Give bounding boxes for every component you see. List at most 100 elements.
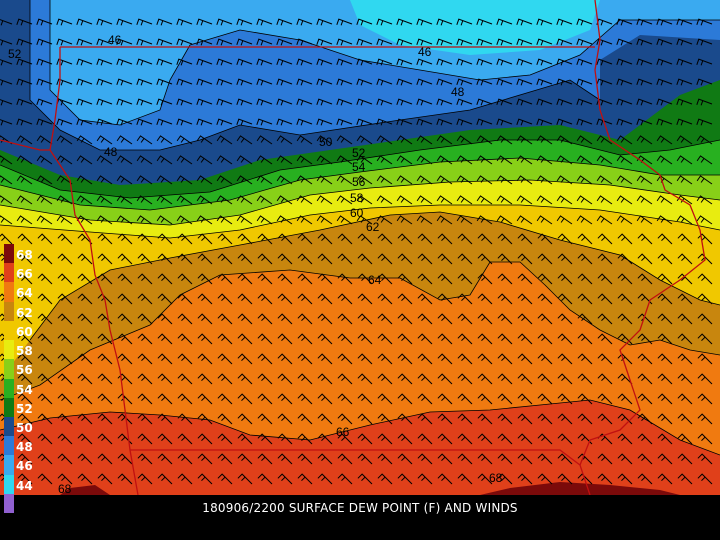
wind-barb bbox=[157, 453, 173, 465]
wind-barb bbox=[277, 293, 293, 305]
wind-barb bbox=[576, 78, 593, 86]
wind-barb bbox=[357, 253, 373, 265]
wind-barb bbox=[337, 393, 353, 405]
wind-barb bbox=[157, 253, 173, 265]
wind-barb bbox=[397, 333, 413, 345]
wind-barb bbox=[536, 38, 553, 46]
wind-barb bbox=[16, 155, 33, 165]
wind-barb bbox=[616, 215, 633, 225]
wind-barb bbox=[677, 393, 693, 405]
wind-barb bbox=[656, 195, 673, 205]
wind-barb bbox=[196, 175, 213, 185]
wind-barb bbox=[697, 393, 713, 405]
contour-label: 64 bbox=[368, 273, 382, 287]
wind-barb bbox=[177, 473, 193, 485]
wind-barb bbox=[17, 473, 33, 485]
wind-barb bbox=[396, 175, 413, 185]
wind-barb bbox=[496, 38, 513, 46]
wind-barb bbox=[396, 195, 413, 205]
wind-barb bbox=[417, 433, 433, 445]
wind-barb bbox=[617, 433, 633, 445]
wind-barb bbox=[217, 433, 233, 445]
wind-barb bbox=[496, 78, 513, 86]
wind-barb bbox=[436, 118, 453, 126]
wind-barb bbox=[237, 473, 253, 485]
contour-label: 58 bbox=[350, 191, 364, 205]
wind-barb bbox=[697, 433, 713, 445]
wind-barb bbox=[296, 18, 313, 26]
wind-barb bbox=[376, 118, 393, 126]
wind-barb bbox=[596, 58, 613, 66]
wind-barb bbox=[356, 135, 373, 145]
wind-barb bbox=[637, 333, 653, 345]
wind-barb bbox=[456, 175, 473, 185]
wind-barb bbox=[477, 253, 493, 265]
wind-barb bbox=[417, 373, 433, 385]
wind-barb bbox=[156, 155, 173, 165]
wind-barb bbox=[556, 195, 573, 205]
wind-barb bbox=[637, 293, 653, 305]
wind-barb bbox=[316, 38, 333, 46]
wind-barb bbox=[497, 233, 513, 245]
wind-barb bbox=[257, 233, 273, 245]
wind-barb bbox=[157, 333, 173, 345]
wind-barb bbox=[177, 413, 193, 425]
wind-barb bbox=[116, 78, 133, 86]
wind-barb bbox=[257, 433, 273, 445]
wind-barb bbox=[576, 118, 593, 126]
wind-barb bbox=[117, 333, 133, 345]
wind-barb bbox=[416, 38, 433, 46]
wind-barb bbox=[336, 118, 353, 126]
wind-barb bbox=[297, 293, 313, 305]
wind-barb bbox=[177, 273, 193, 285]
wind-barb bbox=[356, 18, 373, 26]
wind-barb bbox=[657, 393, 673, 405]
wind-barb bbox=[436, 58, 453, 66]
wind-barb bbox=[476, 18, 493, 26]
wind-barb bbox=[316, 215, 333, 225]
wind-barb bbox=[77, 293, 93, 305]
wind-barb bbox=[97, 373, 113, 385]
wind-barb bbox=[116, 58, 133, 66]
wind-barb bbox=[517, 293, 533, 305]
wind-barb bbox=[216, 78, 233, 86]
wind-barb bbox=[56, 215, 73, 225]
wind-barb bbox=[157, 233, 173, 245]
legend-label: 62 bbox=[16, 305, 33, 320]
wind-barb bbox=[477, 453, 493, 465]
wind-barb bbox=[296, 118, 313, 126]
wind-barb bbox=[617, 233, 633, 245]
wind-barb bbox=[0, 233, 13, 245]
wind-barb bbox=[156, 78, 173, 86]
wind-barb bbox=[557, 433, 573, 445]
wind-barb bbox=[437, 433, 453, 445]
wind-barb bbox=[77, 393, 93, 405]
wind-barb bbox=[497, 433, 513, 445]
wind-barb bbox=[237, 413, 253, 425]
wind-barb bbox=[157, 313, 173, 325]
wind-barb bbox=[57, 313, 73, 325]
wind-barb bbox=[276, 118, 293, 126]
wind-barb bbox=[536, 155, 553, 165]
wind-barb bbox=[696, 118, 713, 126]
wind-barb bbox=[456, 58, 473, 66]
wind-barb bbox=[617, 373, 633, 385]
wind-barb bbox=[17, 353, 33, 365]
wind-barb bbox=[377, 373, 393, 385]
color-legend: 68 66 64 62 60 58 56 54 52 50 48 46 44 bbox=[4, 244, 33, 514]
wind-barb bbox=[596, 175, 613, 185]
legend-label: 68 bbox=[16, 248, 33, 262]
wind-barb bbox=[317, 233, 333, 245]
wind-barb bbox=[76, 155, 93, 165]
wind-barb bbox=[277, 413, 293, 425]
contour-label: 54 bbox=[352, 160, 366, 174]
wind-barb bbox=[376, 38, 393, 46]
wind-barb bbox=[597, 293, 613, 305]
wind-barb bbox=[56, 195, 73, 205]
wind-barb bbox=[77, 313, 93, 325]
wind-barb bbox=[457, 433, 473, 445]
wind-barb bbox=[317, 453, 333, 465]
wind-barb bbox=[376, 155, 393, 165]
wind-barb bbox=[416, 18, 433, 26]
wind-barb bbox=[97, 353, 113, 365]
